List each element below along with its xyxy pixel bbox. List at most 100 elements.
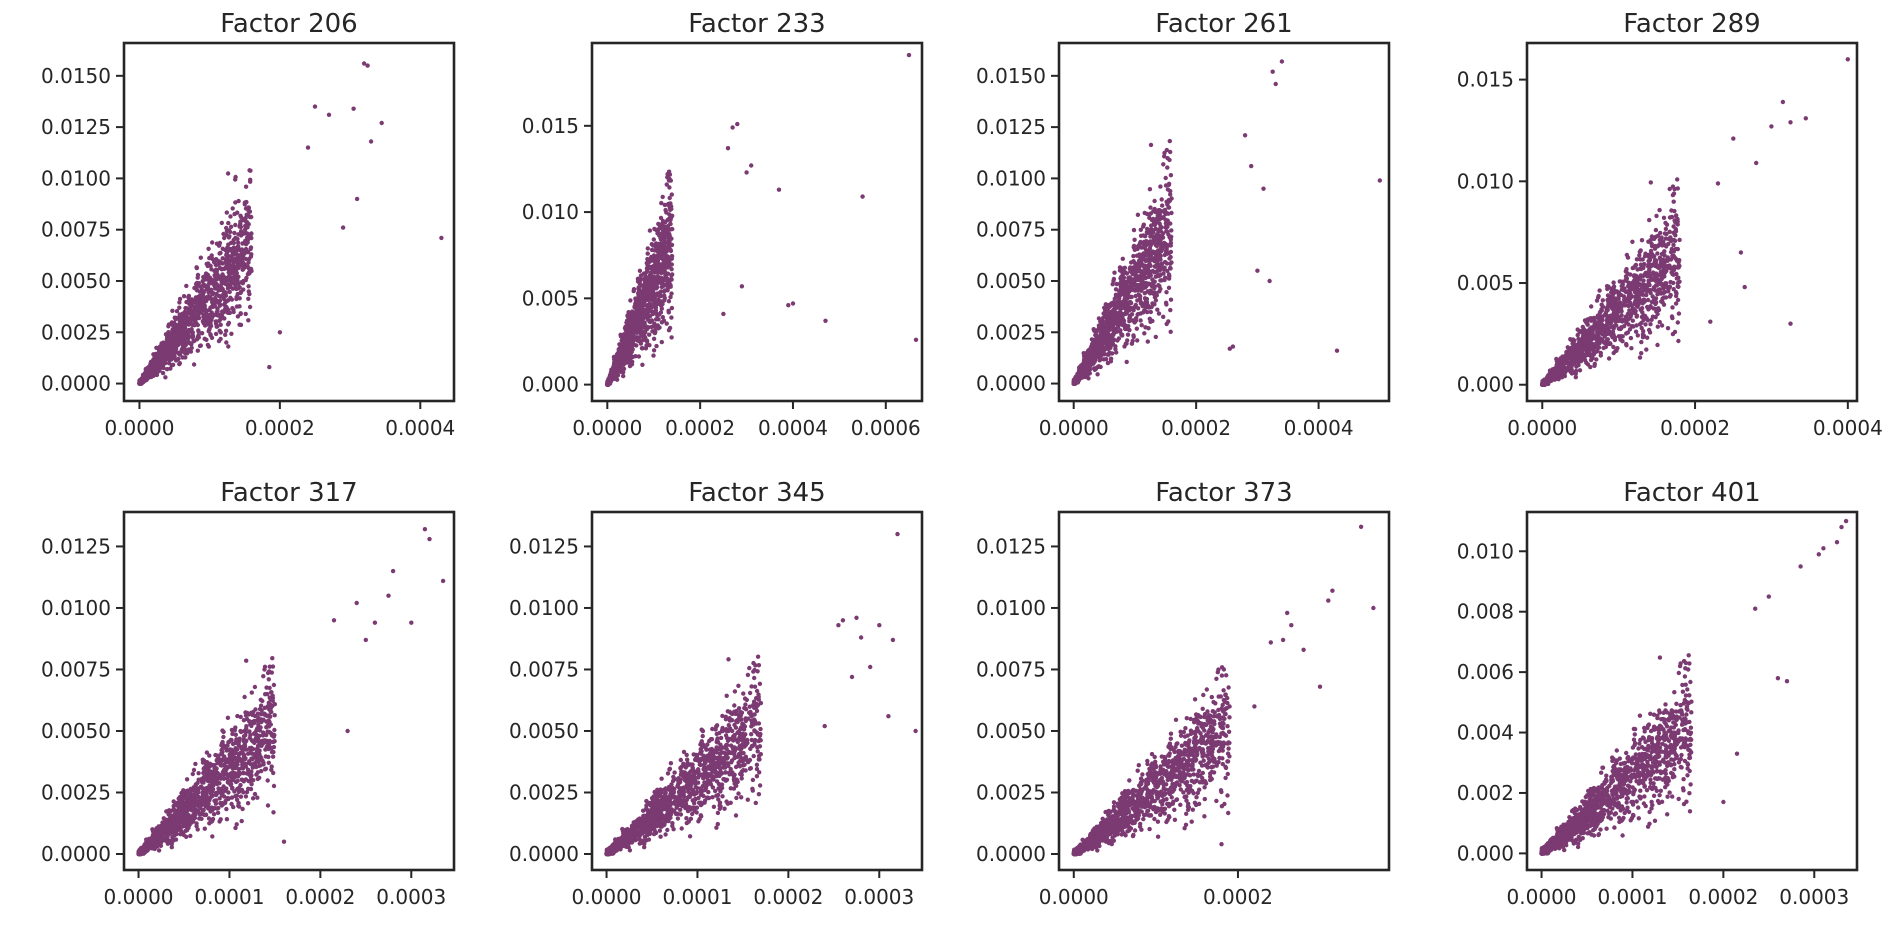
data-point <box>1165 165 1170 170</box>
outlier-point <box>721 311 726 317</box>
data-point <box>1125 332 1131 337</box>
data-point <box>162 354 167 359</box>
data-point <box>1159 197 1164 202</box>
data-point <box>246 266 252 271</box>
data-point <box>171 323 176 328</box>
data-point <box>238 224 244 230</box>
data-point <box>229 297 235 302</box>
data-point <box>670 272 675 277</box>
data-point <box>1138 318 1143 323</box>
data-point <box>660 194 665 200</box>
data-point <box>669 335 674 340</box>
data-point <box>1109 301 1114 306</box>
data-point <box>225 283 230 288</box>
data-point <box>1111 329 1117 334</box>
data-point <box>1156 311 1162 316</box>
data-point <box>1137 268 1142 273</box>
data-point <box>145 375 151 380</box>
data-point <box>226 242 231 247</box>
data-point <box>1164 290 1169 295</box>
data-point <box>1086 376 1091 381</box>
data-point <box>663 272 669 278</box>
data-point <box>184 283 189 289</box>
data-point <box>228 224 234 229</box>
data-point <box>248 177 253 182</box>
data-point <box>1143 258 1148 263</box>
data-point <box>1162 154 1167 159</box>
data-point <box>1106 338 1111 344</box>
data-point <box>669 262 674 267</box>
data-point <box>1139 323 1144 328</box>
y-tick-label: 0.0000 <box>976 372 1046 396</box>
data-point <box>651 348 657 353</box>
data-point <box>1153 209 1158 215</box>
data-point <box>669 305 675 311</box>
data-point <box>166 361 172 366</box>
data-point <box>206 261 211 266</box>
data-point <box>190 300 196 305</box>
data-point <box>667 231 672 237</box>
data-point <box>195 302 200 307</box>
data-point <box>666 299 672 304</box>
data-point <box>235 240 241 245</box>
data-point <box>640 300 645 305</box>
data-point <box>652 328 658 333</box>
data-point <box>1168 249 1174 255</box>
data-point <box>190 315 195 320</box>
data-point <box>189 327 194 332</box>
data-point <box>198 343 203 348</box>
data-point <box>1624 267 1629 272</box>
outlier-point <box>1270 69 1275 74</box>
outlier-point <box>790 301 796 306</box>
data-point <box>1143 247 1149 252</box>
data-point <box>226 235 232 240</box>
data-point <box>221 289 227 294</box>
data-point <box>659 320 665 325</box>
outlier-point <box>326 112 332 118</box>
data-point <box>631 287 637 292</box>
data-point <box>1600 298 1606 303</box>
data-point <box>1148 205 1153 210</box>
data-point <box>214 324 219 329</box>
data-point <box>207 275 213 280</box>
data-point <box>657 277 663 282</box>
data-point <box>198 284 203 289</box>
data-point <box>1148 243 1153 248</box>
data-point <box>659 300 665 305</box>
data-point <box>170 343 175 348</box>
data-point <box>1119 322 1125 327</box>
data-point <box>233 222 238 228</box>
data-point <box>214 285 220 290</box>
data-point <box>617 349 622 354</box>
data-point <box>222 235 227 241</box>
data-point <box>667 172 673 177</box>
data-point <box>195 275 200 280</box>
panel-title: Factor 289 <box>1623 9 1760 39</box>
data-point <box>662 293 667 298</box>
data-point <box>640 346 645 351</box>
data-point <box>1647 217 1652 223</box>
data-point <box>198 306 204 311</box>
data-point <box>233 200 238 205</box>
scatter-points <box>137 61 444 386</box>
data-point <box>243 311 248 317</box>
data-point <box>656 291 661 297</box>
data-point <box>1167 235 1172 240</box>
data-point <box>646 276 651 282</box>
data-point <box>224 248 229 253</box>
data-point <box>1618 304 1623 309</box>
y-tick-label: 0.015 <box>522 114 579 138</box>
data-point <box>246 260 251 265</box>
data-point <box>184 333 189 338</box>
data-point <box>651 336 657 341</box>
data-point <box>173 317 178 322</box>
data-point <box>243 238 248 243</box>
data-point <box>660 245 666 250</box>
outlier-point <box>1377 178 1383 183</box>
data-point <box>1648 180 1654 185</box>
data-point <box>637 314 642 319</box>
data-point <box>1145 289 1151 294</box>
data-point <box>1157 239 1162 244</box>
data-point <box>244 275 249 281</box>
data-point <box>1664 222 1670 227</box>
